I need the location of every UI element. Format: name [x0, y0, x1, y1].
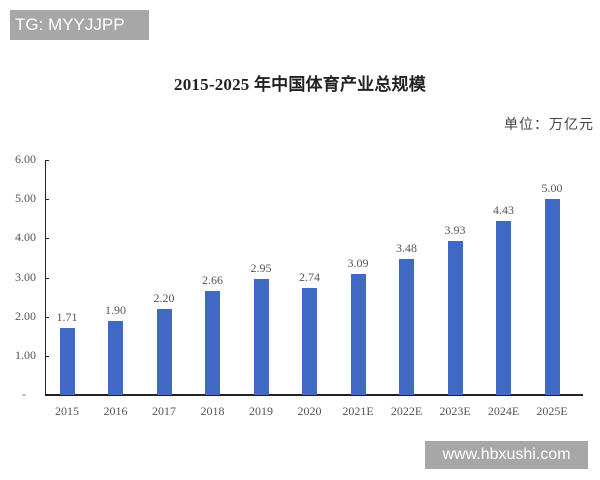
- bar-2018: [205, 290, 220, 395]
- bar-value-label: 5.00: [541, 181, 563, 196]
- y-tick-label: 5.00: [15, 191, 36, 206]
- y-tick: [45, 160, 49, 161]
- y-tick: [45, 316, 49, 318]
- bar-2019: [253, 279, 269, 395]
- bar-value-label: 2.66: [202, 272, 223, 287]
- x-tick-label: 2022E: [390, 404, 423, 418]
- x-tick-label: 2024E: [487, 404, 520, 418]
- bar-2025E: [544, 199, 560, 395]
- y-tick: [45, 355, 49, 357]
- bar-2016: [108, 320, 123, 395]
- bar-value-label: 3.93: [444, 223, 466, 238]
- bar-value-label: 1.71: [56, 310, 78, 325]
- y-tick: [45, 199, 49, 201]
- y-tick: [45, 238, 49, 240]
- x-tick-label: 2025E: [536, 404, 568, 418]
- bar-value-label: 2.74: [299, 269, 320, 284]
- unit-label: 单位：万亿元: [504, 118, 594, 133]
- bar-value-label: 2.20: [153, 290, 175, 305]
- bar-value-label: 3.48: [396, 240, 417, 255]
- bar-2022E: [399, 258, 414, 395]
- y-tick-label: 1.00: [15, 347, 36, 362]
- x-tick-label: 2015: [55, 404, 79, 418]
- watermark: www.hbxushi.com: [425, 441, 588, 469]
- y-tick-label: 2.00: [15, 308, 36, 323]
- x-tick-label: 2020: [297, 404, 322, 418]
- x-tick-label: 2017: [152, 404, 176, 418]
- chart-title: 2015-2025 年中国体育产业总规模: [174, 75, 426, 94]
- y-tick-label: 4.00: [15, 230, 36, 245]
- y-tick: [45, 395, 49, 396]
- y-tick-label: 6.00: [15, 152, 36, 166]
- bar-value-label: 3.09: [347, 255, 369, 270]
- tg-badge: TG: MYYJJPP: [10, 10, 149, 40]
- bar-value-label: 1.90: [105, 302, 126, 317]
- bar-2020: [302, 287, 317, 395]
- bar-value-label: 2.95: [250, 261, 272, 276]
- y-tick: [45, 277, 49, 279]
- bar-2021E: [350, 273, 366, 395]
- x-tick-label: 2021E: [342, 404, 374, 418]
- bar-2024E: [496, 221, 511, 395]
- x-tick-label: 2019: [249, 404, 273, 418]
- x-tick-label: 2023E: [439, 404, 471, 418]
- bar-2017: [156, 308, 172, 395]
- y-tick-label: 3.00: [15, 269, 36, 284]
- x-tick-label: 2016: [103, 404, 128, 418]
- y-tick-label: -: [22, 387, 26, 401]
- bar-2015: [59, 328, 75, 395]
- bar-2023E: [447, 241, 463, 395]
- bar-value-label: 4.43: [493, 203, 514, 218]
- plot-area: 1.71 1.90 2.20 2.66 2.95 2.74 3.09 3.48 3.93 4.43…: [45, 160, 583, 396]
- x-tick-label: 2018: [200, 404, 225, 418]
